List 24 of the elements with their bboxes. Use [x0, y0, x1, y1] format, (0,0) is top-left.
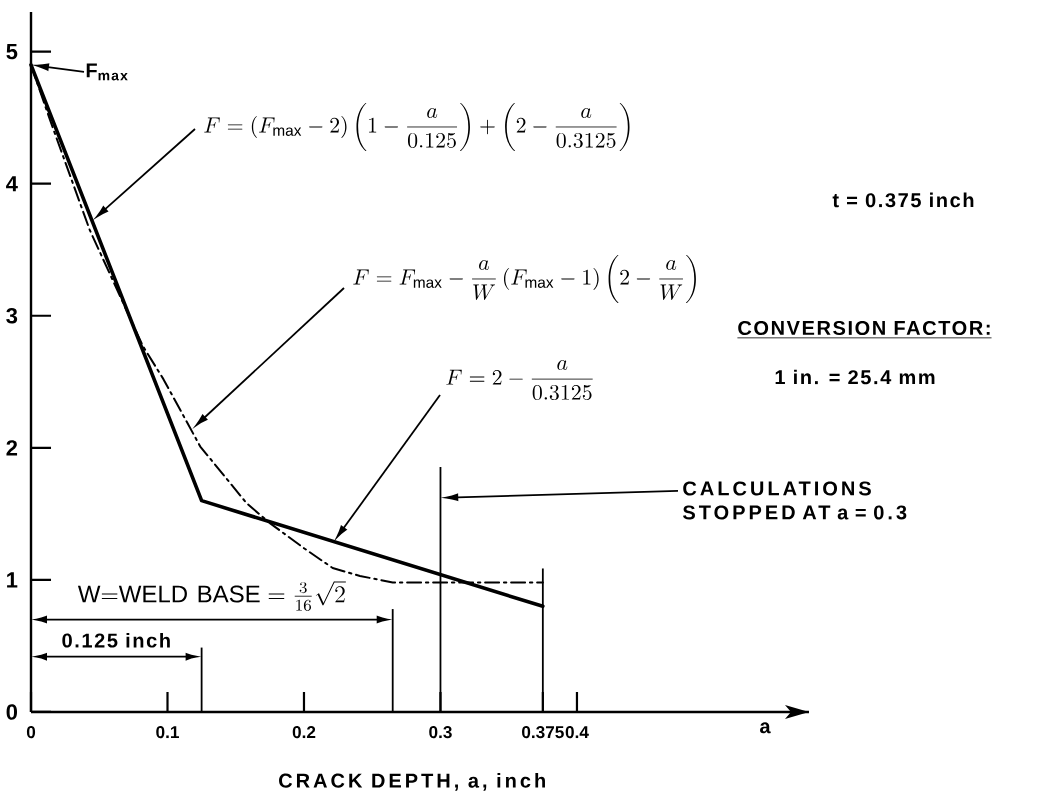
annotation: $F = F_{\mathrm{max}}-\frac{a}{W}\left(F_{\mathrm{max}}-1\right)\left(2-\frac{a}{W}\right)$: [353, 254, 696, 303]
x-tick-label: 0.3: [429, 726, 452, 739]
y-tick-label: 4: [6, 176, 18, 192]
annotation: $F = \left(F_{\mathrm{max}}-2\right)\left(1-\frac{a}{0.125}\right)+\left(2-\frac{a}{0.3125}\right)$: [204, 102, 630, 151]
x-tick-label: 0.1: [156, 726, 179, 739]
y-tick-label: 0: [6, 704, 18, 720]
ref-line-label: 0.125 inch: [62, 632, 170, 648]
annotation: 1 in. = 25.4 mm: [775, 369, 935, 385]
x-tick-label: 0.375: [522, 726, 564, 739]
x-axis-title: CRACK DEPTH, a, inch: [279, 773, 545, 791]
y-tick-label: 2: [6, 440, 18, 456]
annotation: CALCULATIONS STOPPED AT a = 0.3: [682, 481, 907, 520]
text: t = 0.375 inch: [832, 192, 974, 208]
annotation: CONVERSION FACTOR:: [738, 320, 990, 336]
text: a: [760, 722, 771, 734]
y-tick-label: 5: [6, 43, 18, 60]
annotation: F$_{max}$: [86, 63, 128, 81]
ref-line-label: $\mathrm{W{=}WELD\ BASE} = \frac{3}{16}\sqrt{2}$: [77, 581, 346, 611]
y-tick-label: 1: [7, 572, 18, 588]
y-tick-label: 3: [6, 307, 18, 324]
x-tick-label: 0: [26, 726, 36, 739]
x-tick-label: 0.2: [292, 726, 316, 739]
annotation: $F = 2-\frac{a}{0.3125}$: [446, 360, 593, 401]
x-tick-label: 0.4: [565, 726, 589, 739]
